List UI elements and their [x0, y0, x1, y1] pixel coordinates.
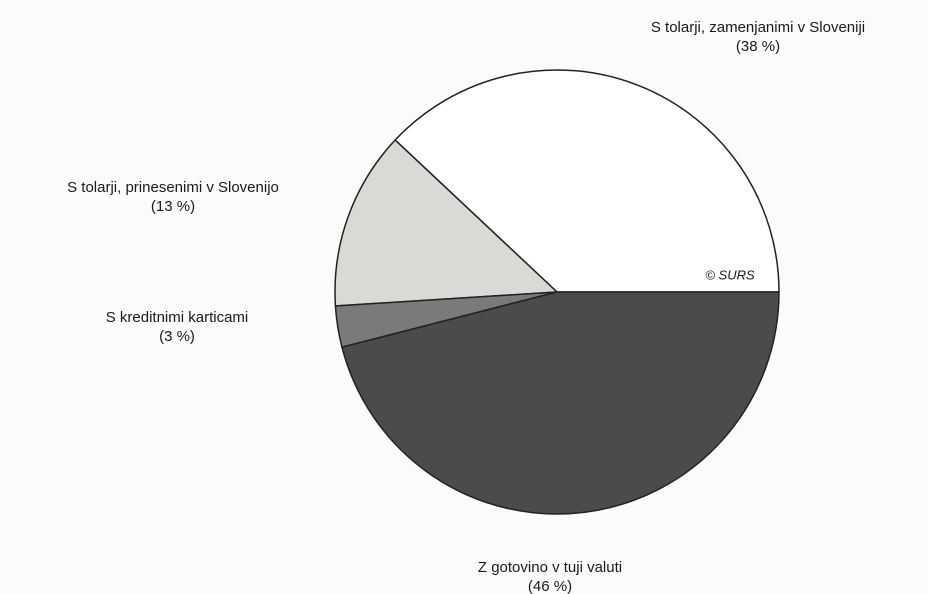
pie-slice [334, 138, 559, 307]
slice-label: Z gotovino v tuji valuti [478, 559, 622, 576]
slice-label: S tolarji, zamenjanimi v Sloveniji [651, 19, 865, 36]
pie-slice [394, 69, 780, 293]
slice-label: S kreditnimi karticami [106, 309, 249, 326]
pie-slice [341, 291, 780, 515]
slice-label: S tolarji, prinesenimi v Slovenijo [67, 179, 279, 196]
slice-value-label: (46 %) [528, 578, 572, 594]
slice-value-label: (3 %) [159, 328, 195, 345]
slice-value-label: (38 %) [736, 38, 780, 55]
annotation: © SURS [705, 267, 755, 282]
slice-value-label: (13 %) [151, 198, 195, 215]
